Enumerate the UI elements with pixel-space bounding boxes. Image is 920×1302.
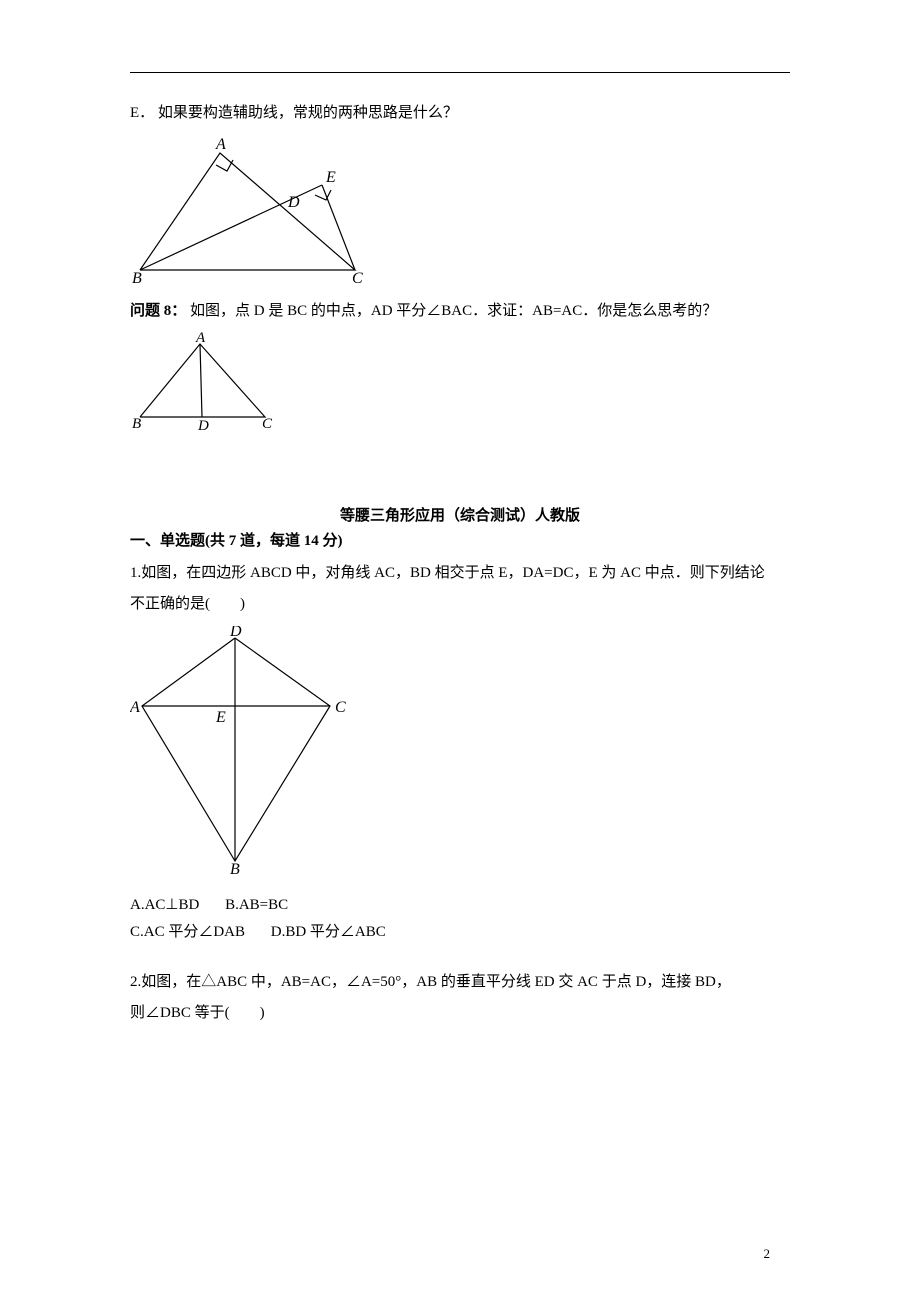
q8-text: 如图，点 D 是 BC 的中点，AD 平分∠BAC．求证：AB=AC．你是怎么思…: [190, 303, 717, 319]
fig3-label-B: B: [230, 861, 240, 876]
aux-line-text: 如果要构造辅助线，常规的两种思路是什么？: [158, 105, 458, 121]
figure-2: A B C D: [130, 332, 790, 432]
q1-option-A: A.AC⊥BD: [130, 897, 199, 913]
page: E． 如果要构造辅助线，常规的两种思路是什么？ A B C D E: [0, 0, 920, 1302]
q1-option-C: C.AC 平分∠DAB: [130, 924, 245, 940]
section-title: 等腰三角形应用（综合测试）人教版: [130, 504, 790, 525]
figure-3: D A C B E: [130, 626, 790, 876]
q2-stem-line2: 则∠DBC 等于( ): [130, 1001, 790, 1027]
header-rule: [130, 72, 790, 73]
q1-options: A.AC⊥BD B.AB=BC C.AC 平分∠DAB D.BD 平分∠ABC: [130, 892, 790, 946]
q8-heading: 问题 8：: [130, 303, 186, 319]
fig3-label-E: E: [215, 709, 226, 726]
aux-line-question: E． 如果要构造辅助线，常规的两种思路是什么？: [130, 101, 790, 127]
fig1-label-D: D: [287, 194, 300, 211]
fig1-label-E: E: [325, 169, 336, 186]
figure-3-svg: D A C B E: [130, 626, 360, 876]
fig2-label-C: C: [262, 416, 273, 432]
fig2-label-D: D: [197, 418, 209, 432]
fig1-label-C: C: [352, 270, 363, 285]
q1-stem-line1: 1.如图，在四边形 ABCD 中，对角线 AC，BD 相交于点 E，DA=DC，…: [130, 561, 790, 587]
aux-line-label: E．: [130, 105, 154, 121]
question-8: 问题 8： 如图，点 D 是 BC 的中点，AD 平分∠BAC．求证：AB=AC…: [130, 299, 790, 325]
fig3-label-A: A: [130, 699, 140, 716]
q1-options-row2: C.AC 平分∠DAB D.BD 平分∠ABC: [130, 919, 790, 946]
fig2-label-A: A: [195, 332, 206, 346]
fig2-label-B: B: [132, 416, 141, 432]
q1-option-B: B.AB=BC: [225, 897, 288, 913]
q1-stem-line2: 不正确的是( ): [130, 592, 790, 618]
q2-stem-line1: 2.如图，在△ABC 中，AB=AC，∠A=50°，AB 的垂直平分线 ED 交…: [130, 970, 790, 996]
figure-2-svg: A B C D: [130, 332, 280, 432]
section-sub: 一、单选题(共 7 道，每道 14 分): [130, 529, 790, 555]
fig3-label-C: C: [335, 699, 346, 716]
fig3-label-D: D: [229, 626, 242, 640]
figure-1-svg: A B C D E: [130, 135, 380, 285]
fig1-label-B: B: [132, 270, 142, 285]
q1-options-row1: A.AC⊥BD B.AB=BC: [130, 892, 790, 919]
fig1-label-A: A: [215, 136, 226, 153]
page-number: 2: [764, 1246, 771, 1262]
figure-1: A B C D E: [130, 135, 790, 285]
q1-option-D: D.BD 平分∠ABC: [271, 924, 386, 940]
